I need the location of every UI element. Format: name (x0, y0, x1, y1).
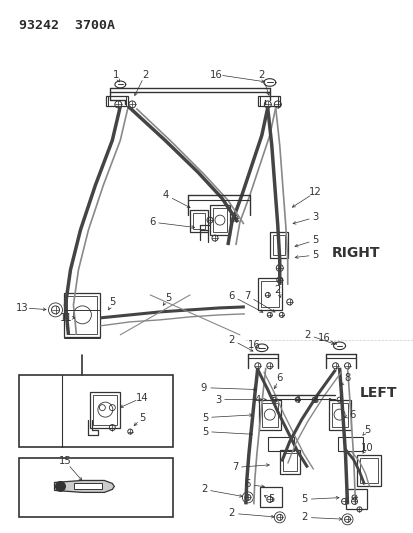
Bar (357, 455, 380, 487)
Text: 12: 12 (309, 187, 321, 197)
Polygon shape (55, 480, 114, 492)
Text: 4: 4 (294, 394, 300, 405)
Text: 3: 3 (312, 394, 318, 405)
Bar (190, 210, 207, 232)
Text: 13: 13 (16, 303, 29, 313)
Text: 2: 2 (258, 69, 264, 79)
Text: 4: 4 (163, 190, 169, 200)
Bar (282, 453, 296, 472)
Text: 15: 15 (59, 456, 72, 466)
Bar (67, 296, 97, 334)
Text: 3: 3 (312, 212, 318, 222)
Bar (345, 489, 367, 510)
Bar (261, 402, 277, 426)
Text: 2: 2 (228, 335, 235, 345)
Text: 2: 2 (304, 330, 310, 340)
Bar (258, 400, 280, 430)
Text: 16: 16 (247, 340, 260, 350)
Bar (64, 293, 100, 337)
Bar (257, 96, 279, 107)
Text: 2: 2 (301, 512, 307, 522)
Text: 2: 2 (274, 285, 280, 295)
Text: 5: 5 (164, 293, 171, 303)
Bar (259, 487, 281, 507)
Text: 4: 4 (254, 394, 260, 405)
Text: 9: 9 (200, 383, 206, 393)
Text: 7: 7 (231, 463, 237, 472)
Text: 11: 11 (60, 313, 73, 323)
Text: LEFT: LEFT (358, 386, 396, 400)
Text: 16: 16 (209, 69, 222, 79)
Text: 8: 8 (344, 373, 350, 383)
Text: 5: 5 (201, 413, 208, 423)
Text: 14: 14 (135, 393, 148, 402)
Bar (19, 375, 173, 447)
Bar (331, 402, 347, 426)
Bar (19, 457, 173, 518)
Text: 5: 5 (301, 495, 307, 504)
Bar (360, 457, 377, 483)
Bar (257, 278, 281, 310)
Text: 16: 16 (318, 333, 330, 343)
Circle shape (55, 481, 65, 491)
Bar (267, 437, 293, 450)
Text: 5: 5 (312, 250, 318, 260)
Text: 6: 6 (276, 373, 282, 383)
Text: 5: 5 (109, 297, 115, 307)
Bar (272, 235, 284, 255)
Bar (192, 213, 204, 229)
Text: 5: 5 (139, 413, 145, 423)
Text: 6: 6 (149, 217, 155, 227)
Bar (209, 205, 229, 235)
Text: 6: 6 (244, 479, 250, 489)
Text: RIGHT: RIGHT (331, 246, 379, 260)
Text: 5: 5 (363, 425, 370, 434)
Bar (90, 392, 120, 427)
Text: 2: 2 (228, 508, 235, 519)
Text: 5: 5 (312, 235, 318, 245)
Text: 2: 2 (142, 69, 148, 79)
Text: 93242  3700A: 93242 3700A (19, 19, 114, 31)
Text: 5: 5 (201, 426, 208, 437)
Bar (93, 394, 117, 425)
Text: 6: 6 (349, 410, 355, 419)
Text: 2: 2 (200, 484, 206, 495)
Text: 7: 7 (244, 291, 250, 301)
Bar (260, 281, 278, 307)
Bar (212, 208, 226, 232)
Text: 5: 5 (268, 495, 274, 504)
Text: 1: 1 (113, 69, 119, 79)
Text: 3: 3 (214, 394, 221, 405)
Bar (279, 449, 299, 474)
Bar (269, 232, 287, 258)
Bar (328, 400, 350, 430)
Text: 10: 10 (360, 442, 373, 453)
Bar (106, 96, 128, 107)
Text: 6: 6 (228, 291, 235, 301)
Bar (74, 483, 102, 489)
Bar (337, 437, 363, 450)
